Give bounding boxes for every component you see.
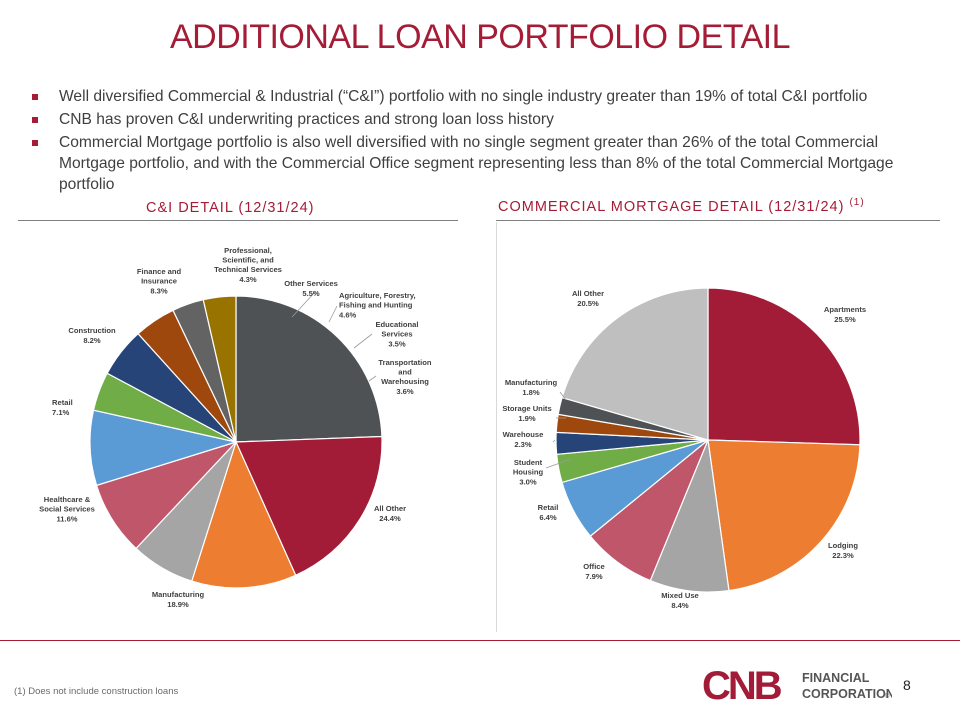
ci-label-transportation-and-warehousing: Transportation and Warehousing 3.6% bbox=[378, 358, 432, 396]
cm-label-apartments: Apartments 25.5% bbox=[824, 305, 866, 324]
ci-label-healthcare-social-services: Healthcare & Social Services 11.6% bbox=[39, 495, 95, 524]
ci-label-professional-scientific-and-technical-services: Professional, Scientific, and Technical Se… bbox=[214, 246, 282, 284]
footnote: (1) Does not include construction loans bbox=[14, 686, 179, 697]
cm-label-all-other: All Other 20.5% bbox=[572, 289, 604, 308]
cnb-logo: CNB FINANCIAL CORPORATION ® bbox=[702, 664, 892, 704]
cm-title-rule bbox=[496, 220, 940, 221]
ci-label-construction: Construction 8.2% bbox=[68, 326, 116, 345]
bullet-marker bbox=[32, 117, 38, 123]
cm-pie: Apartments 25.5% Lodging 22.3% Mixed Use 8.4%… bbox=[502, 287, 866, 610]
cm-chart-title-text: COMMERCIAL MORTGAGE DETAIL (12/31/24) bbox=[498, 198, 845, 215]
cm-slice-all-other bbox=[561, 287, 709, 441]
logo-line1: FINANCIAL bbox=[802, 671, 870, 685]
ci-slice-manufacturing bbox=[235, 435, 383, 577]
bullet-item: Commercial Mortgage portfolio is also we… bbox=[30, 132, 945, 195]
ci-leader-line bbox=[368, 375, 377, 382]
ci-chart-title: C&I DETAIL (12/31/24) bbox=[146, 200, 315, 216]
cm-label-manufacturing: Manufacturing 1.8% bbox=[505, 378, 558, 397]
ci-leader-line bbox=[353, 333, 373, 349]
cm-label-retail: Retail 6.4% bbox=[538, 503, 559, 522]
chart-divider bbox=[496, 222, 497, 632]
cm-label-lodging: Lodging 22.3% bbox=[828, 541, 858, 560]
ci-title-rule bbox=[18, 220, 458, 221]
ci-pie: All Other 24.4% Manufacturing 18.9% Healthca… bbox=[39, 246, 432, 609]
cm-chart-title: COMMERCIAL MORTGAGE DETAIL (12/31/24) (1… bbox=[498, 197, 865, 215]
cm-label-warehouse: Warehouse 2.3% bbox=[503, 430, 544, 449]
cm-leader-line bbox=[545, 458, 572, 469]
bullet-list: Well diversified Commercial & Industrial… bbox=[30, 86, 945, 197]
page-number: 8 bbox=[903, 677, 911, 693]
bullet-text: Well diversified Commercial & Industrial… bbox=[59, 88, 868, 105]
cm-chart-title-note: (1) bbox=[849, 197, 865, 208]
bullet-marker bbox=[32, 94, 38, 100]
page-title: ADDITIONAL LOAN PORTFOLIO DETAIL bbox=[169, 18, 791, 56]
ci-leader-line bbox=[328, 305, 338, 323]
pie-charts: All Other 24.4% Manufacturing 18.9% Healthca… bbox=[39, 246, 866, 610]
cm-label-student-housing: Student Housing 3.0% bbox=[513, 458, 544, 487]
bullet-text: CNB has proven C&I underwriting practice… bbox=[59, 111, 554, 128]
ci-slice-healthcare-social-services bbox=[191, 440, 297, 589]
footer-rule bbox=[0, 640, 960, 641]
bullet-text: Commercial Mortgage portfolio is also we… bbox=[59, 134, 894, 193]
cm-label-office: Office 7.9% bbox=[583, 562, 605, 581]
ci-label-retail: Retail 7.1% bbox=[52, 398, 73, 417]
cm-slice-apartments bbox=[707, 287, 861, 446]
bullet-item: Well diversified Commercial & Industrial… bbox=[30, 86, 945, 107]
cm-label-storage-units: Storage Units 1.9% bbox=[502, 404, 551, 423]
ci-slice-all-other bbox=[235, 295, 383, 443]
ci-label-finance-and-insurance: Finance and Insurance 8.3% bbox=[137, 267, 182, 296]
cm-label-mixed-use: Mixed Use 8.4% bbox=[661, 591, 699, 610]
ci-label-educational-services: Educational Services 3.5% bbox=[375, 320, 418, 349]
ci-leader-line bbox=[291, 290, 317, 318]
cm-slice-lodging bbox=[707, 439, 861, 592]
ci-label-other-services: Other Services 5.5% bbox=[284, 279, 338, 298]
ci-slice-transportation-and-warehousing bbox=[202, 295, 237, 443]
logo-registered-mark: ® bbox=[885, 693, 890, 700]
cm-leader-line bbox=[559, 391, 567, 401]
cm-leader-line bbox=[552, 439, 556, 443]
ci-label-manufacturing: Manufacturing 18.9% bbox=[152, 590, 205, 609]
bullet-marker bbox=[32, 140, 38, 146]
ci-label-all-other: All Other 24.4% bbox=[374, 504, 406, 523]
bullet-item: CNB has proven C&I underwriting practice… bbox=[30, 109, 945, 130]
logo-line2: CORPORATION bbox=[802, 687, 892, 701]
ci-label-agriculture-forestry-fishing-and-hunting: Agriculture, Forestry, Fishing and Huntin… bbox=[339, 291, 416, 320]
logo-mark-text: CNB bbox=[702, 664, 782, 704]
